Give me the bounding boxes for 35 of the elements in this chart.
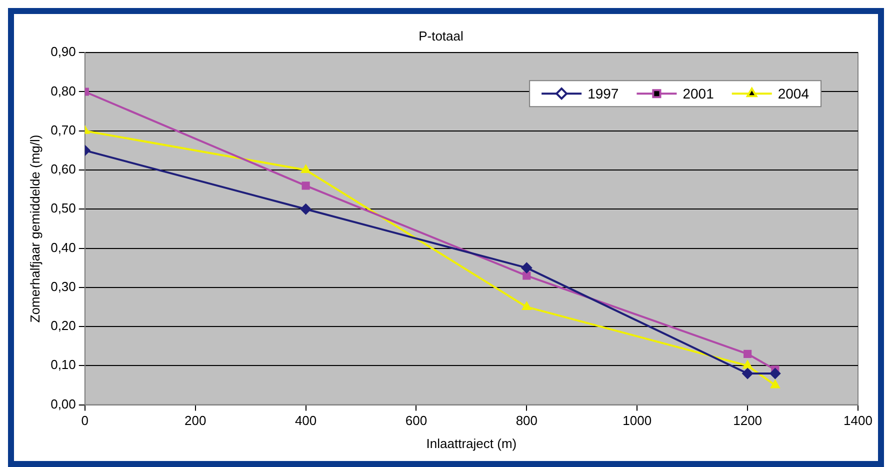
x-tick-label: 400: [294, 413, 317, 428]
y-tick-label: 0,40: [50, 240, 76, 255]
point: [770, 380, 780, 388]
legend-label: 2001: [682, 85, 714, 102]
y-tick-label: 0,60: [50, 162, 76, 177]
point: [770, 368, 781, 379]
point: [744, 350, 752, 358]
x-tick-label: 800: [516, 413, 538, 428]
point: [522, 272, 531, 280]
point: [742, 368, 754, 379]
x-tick-label: 0: [81, 413, 89, 428]
x-tick-label: 200: [184, 413, 206, 428]
legend-label: 1997: [588, 85, 619, 102]
point: [521, 262, 532, 274]
y-tick-label: 0,70: [50, 122, 76, 138]
y-tick-label: 0,80: [50, 83, 76, 98]
x-axis-title: Inlaattraject (m): [426, 436, 517, 451]
y-axis-title: Zomerhalfjaar gemiddelde (mg/l): [27, 134, 42, 323]
chart-title: P-totaal: [418, 28, 464, 44]
y-tick-label: 0,50: [50, 200, 76, 216]
point: [300, 164, 311, 173]
x-tick-label: 600: [405, 413, 428, 428]
y-tick-label: 0,00: [50, 396, 76, 412]
x-tick-label: 1400: [844, 413, 872, 428]
x-tick-label: 1000: [622, 413, 652, 428]
point: [302, 182, 310, 190]
y-tick-label: 0,20: [50, 318, 76, 334]
point: [300, 204, 312, 215]
y-tick-label: 0,90: [50, 44, 76, 60]
x-tick-label: 1200: [733, 413, 762, 428]
point: [742, 360, 752, 369]
y-tick-label: 0,30: [50, 278, 76, 294]
legend-label: 2004: [778, 85, 810, 102]
point: [522, 301, 532, 310]
y-tick-label: 0,10: [50, 357, 76, 372]
